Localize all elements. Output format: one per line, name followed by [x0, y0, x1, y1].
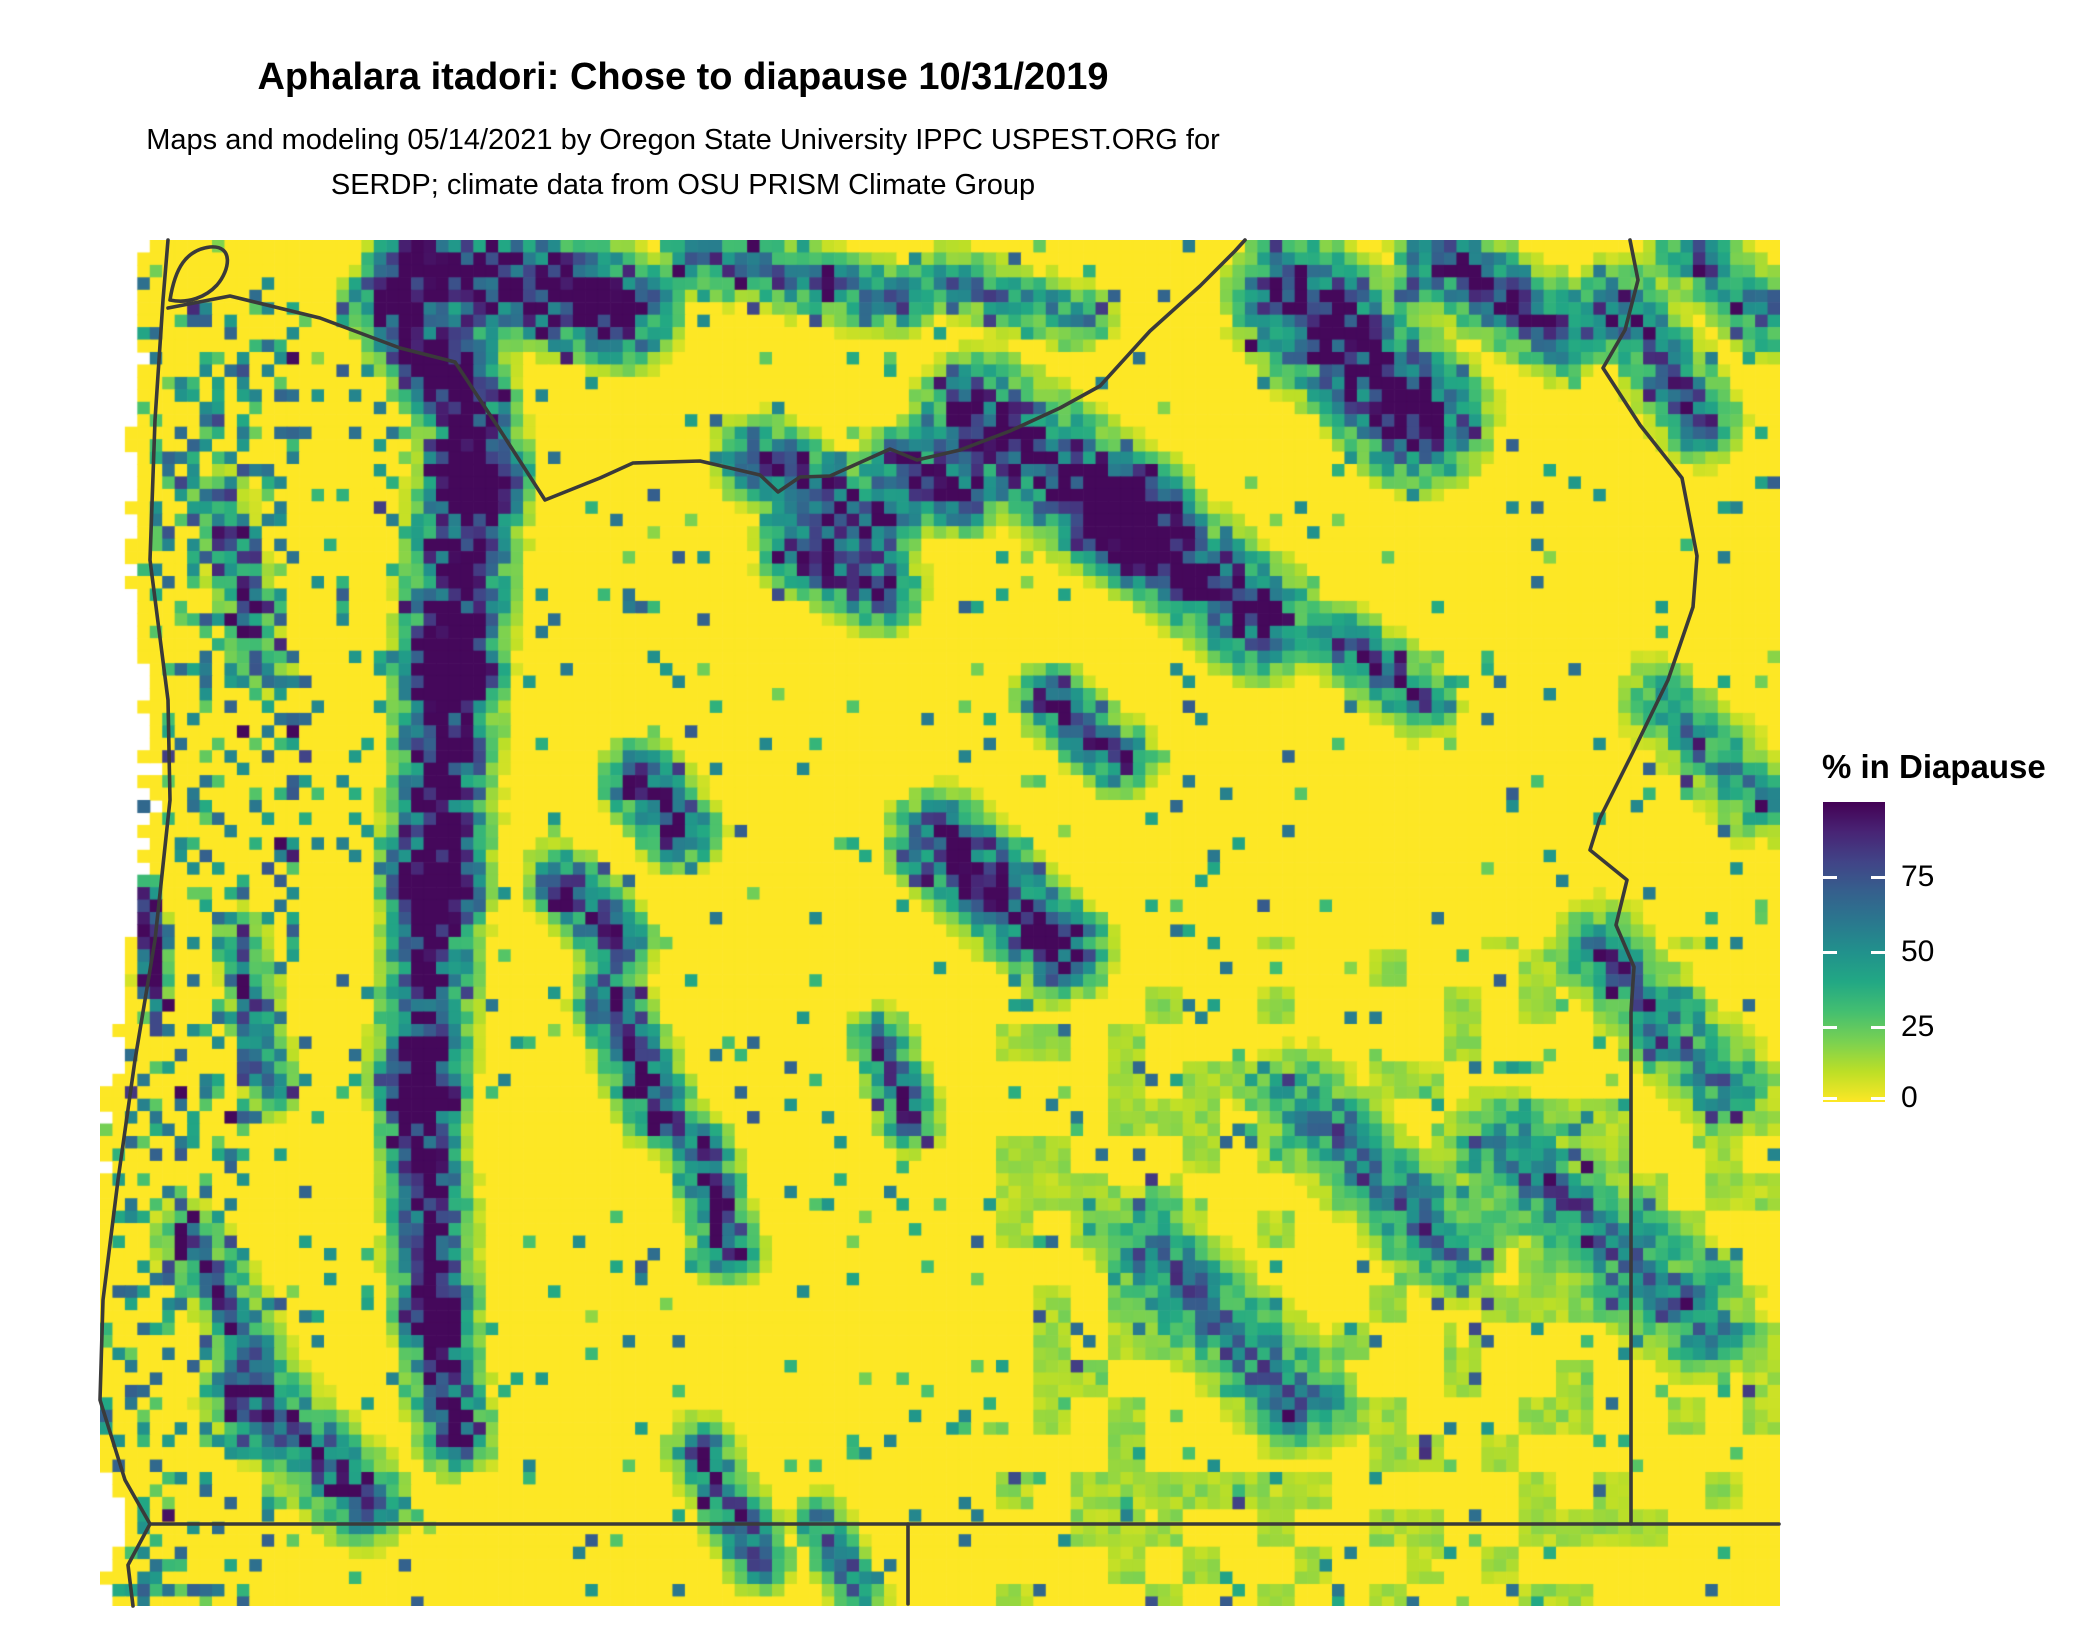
colorbar-tick-50-right — [1871, 951, 1885, 954]
colorbar-label-25: 25 — [1901, 1010, 1935, 1043]
colorbar-label-50: 50 — [1901, 935, 1935, 968]
colorbar-tick-25-right — [1871, 1026, 1885, 1029]
colorbar-tick-50-left — [1823, 951, 1837, 954]
colorbar-label-75: 75 — [1901, 860, 1935, 893]
colorbar-legend: 75 50 25 0 — [1823, 802, 2093, 1114]
chart-title: Aphalara itadori: Chose to diapause 10/3… — [257, 56, 1109, 98]
chart-subtitle: Maps and modeling 05/14/2021 by Oregon S… — [0, 118, 1366, 208]
chart-subtitle-line2: SERDP; climate data from OSU PRISM Clima… — [330, 169, 1036, 201]
colorbar-tick-0-right — [1871, 1097, 1885, 1100]
colorbar-label-0: 0 — [1901, 1081, 1918, 1114]
map-raster-canvas — [100, 240, 1780, 1606]
colorbar-tick-25-left — [1823, 1026, 1837, 1029]
colorbar-tick-75-right — [1871, 876, 1885, 879]
chart-subtitle-line1: Maps and modeling 05/14/2021 by Oregon S… — [146, 124, 1220, 156]
colorbar-tick-75-left — [1823, 876, 1837, 879]
legend-title: % in Diapause — [1822, 748, 2046, 785]
colorbar-tick-0-left — [1823, 1097, 1837, 1100]
